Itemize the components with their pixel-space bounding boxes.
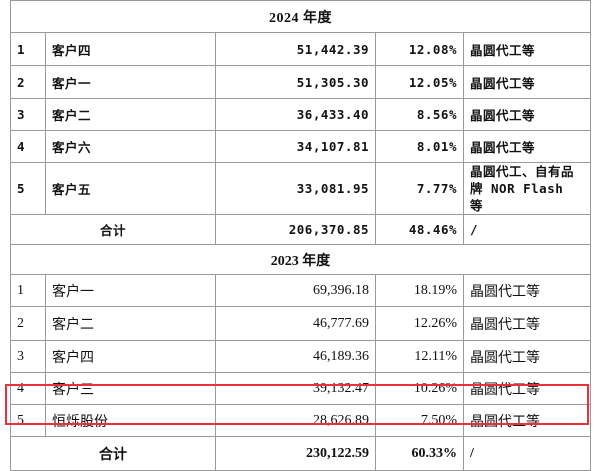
customer-name: 客户一 xyxy=(45,274,216,307)
business: 晶圆代工等 xyxy=(462,372,592,405)
total-percentage: 60.33% xyxy=(375,436,464,471)
percentage: 12.26% xyxy=(375,306,464,341)
total-amount: 206,370.85 xyxy=(215,214,376,245)
table-row: 5 客户五 33,081.95 7.77% 晶圆代工、自有品牌 NOR Flash 等 xyxy=(10,162,592,215)
percentage: 8.01% xyxy=(375,130,464,163)
total-business: / xyxy=(462,214,592,245)
total-percentage: 48.46% xyxy=(375,214,464,245)
amount: 46,189.36 xyxy=(215,340,376,373)
total-row: 合计 230,122.59 60.33% / xyxy=(10,436,592,471)
total-business: / xyxy=(462,436,592,471)
total-amount: 230,122.59 xyxy=(215,436,376,471)
business: 晶圆代工等 xyxy=(462,274,592,307)
business: 晶圆代工等 xyxy=(462,340,592,373)
table-row: 1 客户一 69,396.18 18.19% 晶圆代工等 xyxy=(10,274,592,307)
total-row: 合计 206,370.85 48.46% / xyxy=(10,214,592,245)
total-label: 合计 xyxy=(10,436,216,471)
customer-name: 客户二 xyxy=(45,98,216,131)
section-title: 2023 年度 xyxy=(9,244,592,275)
rank: 3 xyxy=(10,340,46,373)
customer-name: 恒烁股份 xyxy=(45,404,216,437)
customer-name: 客户二 xyxy=(45,306,216,341)
rank: 1 xyxy=(10,274,46,307)
customer-name: 客户四 xyxy=(45,340,216,373)
section-title: 2024 年度 xyxy=(9,0,592,33)
percentage: 12.11% xyxy=(375,340,464,373)
table-row: 4 客户六 34,107.81 8.01% 晶圆代工等 xyxy=(10,130,592,163)
section-header: 2023 年度 xyxy=(9,244,592,275)
rank: 2 xyxy=(10,65,46,99)
percentage: 12.05% xyxy=(375,65,464,99)
highlight-box xyxy=(5,384,589,425)
percentage: 8.56% xyxy=(375,98,464,131)
rank: 4 xyxy=(10,130,46,163)
table-row: 3 客户四 46,189.36 12.11% 晶圆代工等 xyxy=(10,340,592,373)
customer-name: 客户一 xyxy=(45,65,216,99)
customer-name: 客户四 xyxy=(45,32,216,66)
table-row: 3 客户二 36,433.40 8.56% 晶圆代工等 xyxy=(10,98,592,131)
business: 晶圆代工等 xyxy=(462,32,592,66)
percentage: 12.08% xyxy=(375,32,464,66)
amount: 36,433.40 xyxy=(215,98,376,131)
business: 晶圆代工等 xyxy=(462,130,592,163)
amount: 51,305.30 xyxy=(215,65,376,99)
amount: 51,442.39 xyxy=(215,32,376,66)
rank: 5 xyxy=(10,162,46,215)
business: 晶圆代工等 xyxy=(462,306,592,341)
table-row: 1 客户四 51,442.39 12.08% 晶圆代工等 xyxy=(10,32,592,66)
customer-name: 客户五 xyxy=(45,162,216,215)
amount: 33,081.95 xyxy=(215,162,376,215)
page: {"sections": [ {"title": "2024 年度", "row… xyxy=(5,0,592,471)
amount: 69,396.18 xyxy=(215,274,376,307)
business: 晶圆代工等 xyxy=(462,98,592,131)
rank: 1 xyxy=(10,32,46,66)
table-row: 2 客户二 46,777.69 12.26% 晶圆代工等 xyxy=(10,306,592,341)
table-row: 2 客户一 51,305.30 12.05% 晶圆代工等 xyxy=(10,65,592,99)
customer-table: 2024 年度 1 客户四 51,442.39 12.08% 晶圆代工等 2 客户一 51,30… xyxy=(9,0,592,471)
total-label: 合计 xyxy=(10,214,216,245)
section-header: 2024 年度 xyxy=(9,0,592,33)
rank: 3 xyxy=(10,98,46,131)
percentage: 18.19% xyxy=(375,274,464,307)
percentage: 7.77% xyxy=(375,162,464,215)
rank: 2 xyxy=(10,306,46,341)
amount: 39,132.47 xyxy=(215,372,376,405)
business: 晶圆代工、自有品牌 NOR Flash 等 xyxy=(462,162,592,215)
amount: 46,777.69 xyxy=(215,306,376,341)
customer-name: 客户六 xyxy=(45,130,216,163)
amount: 34,107.81 xyxy=(215,130,376,163)
business: 晶圆代工等 xyxy=(462,65,592,99)
